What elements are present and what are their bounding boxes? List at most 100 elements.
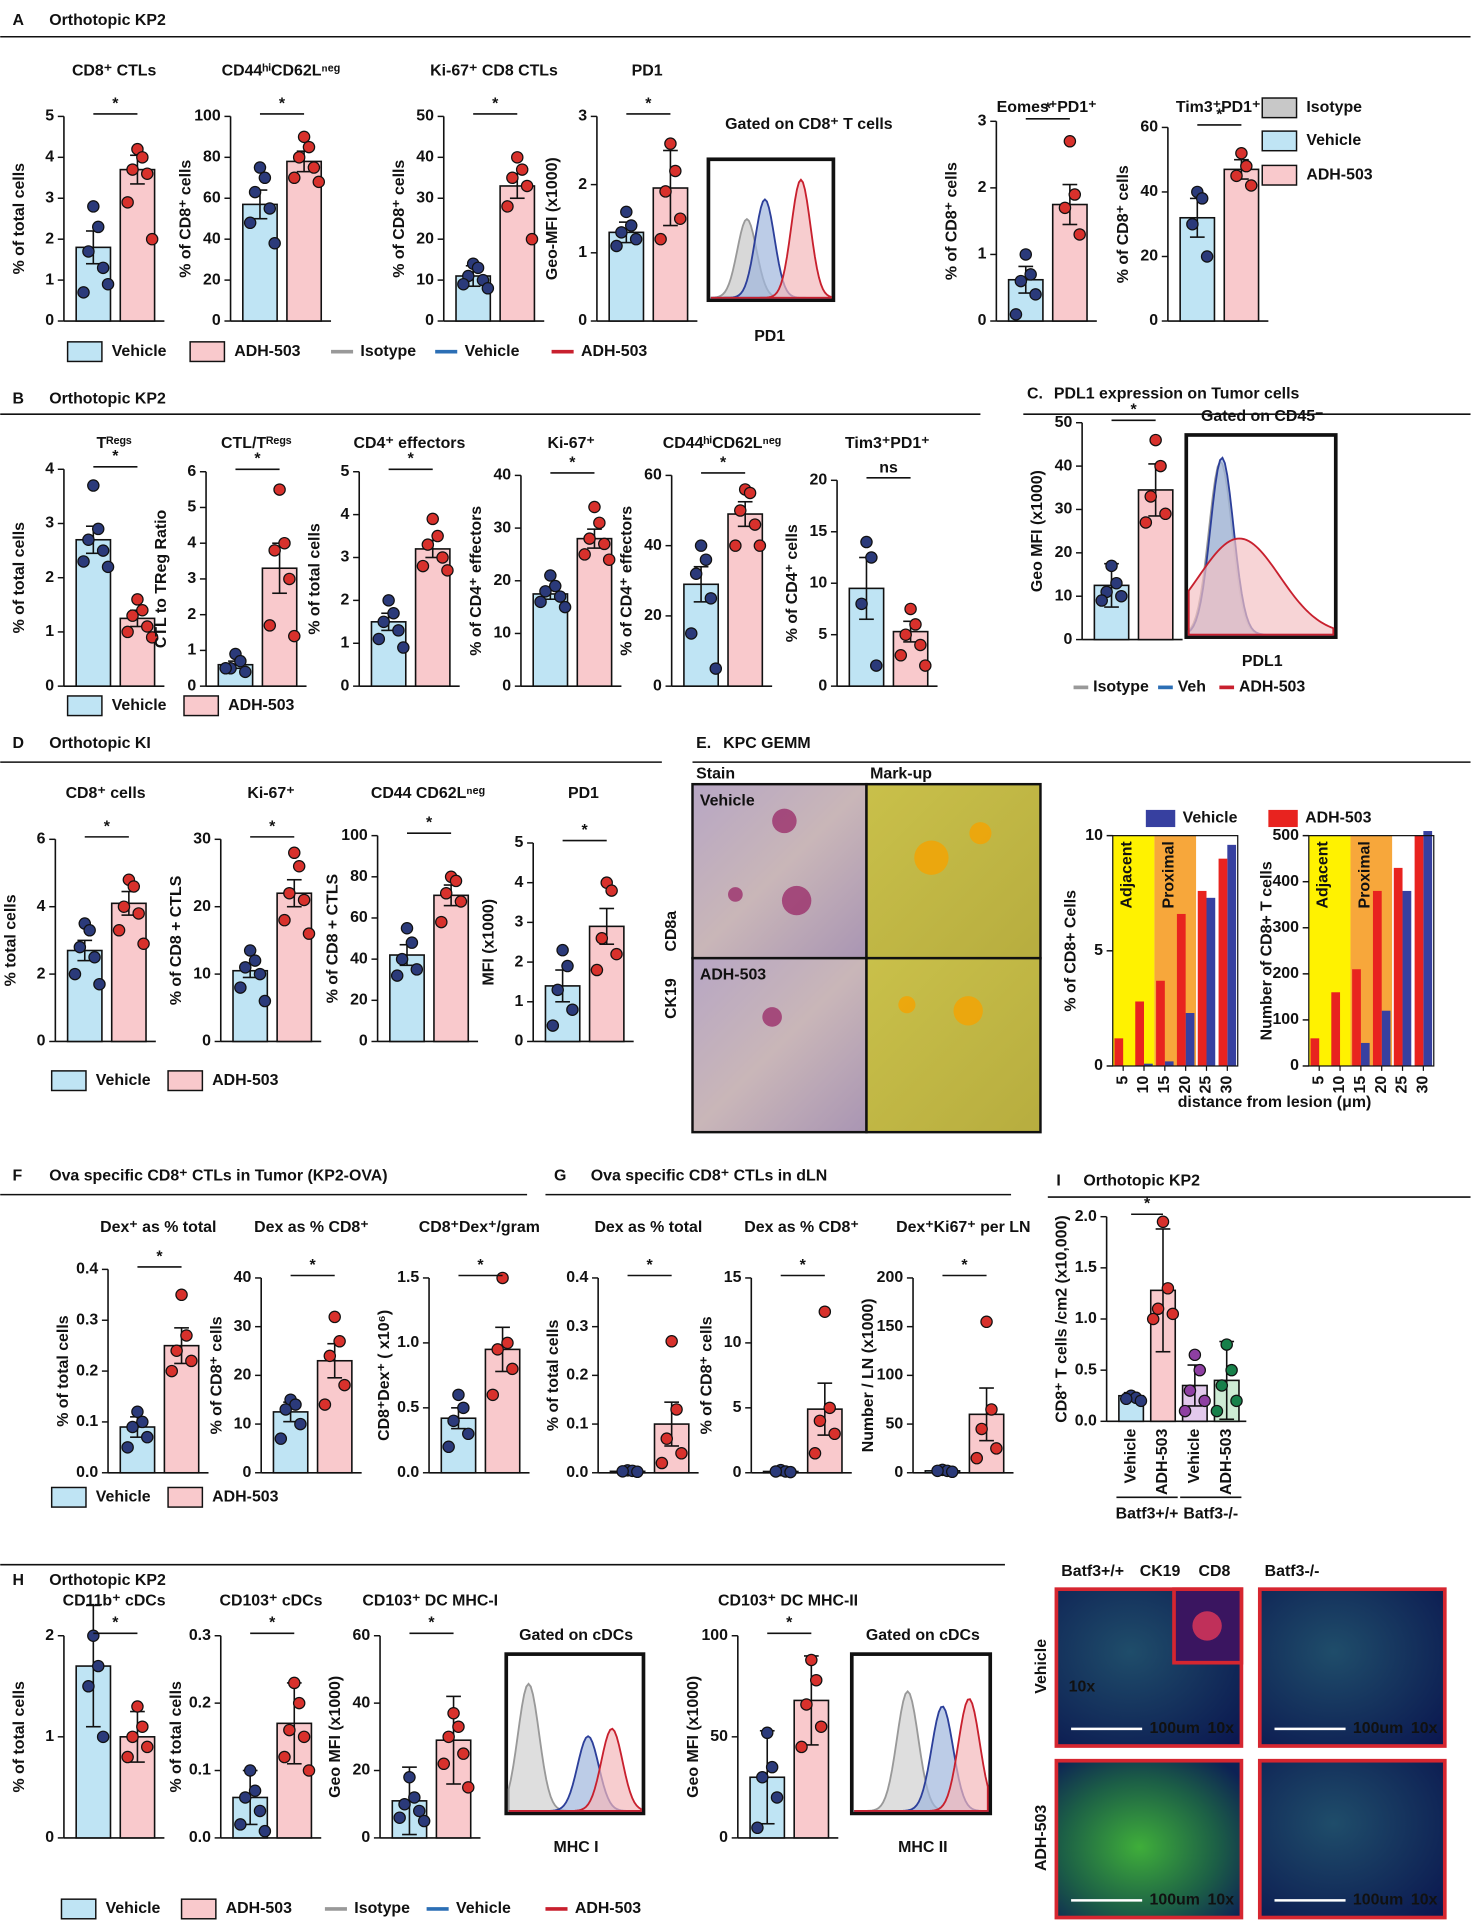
data-point (137, 937, 150, 951)
section-title: Ova specific CD8⁺ CTLs in dLN (591, 1167, 827, 1184)
y-tick-label: 0.4 (76, 1261, 98, 1278)
data-point (323, 1349, 337, 1363)
data-point (91, 522, 105, 536)
data-point (553, 590, 567, 603)
section-letter: C. (1027, 386, 1043, 403)
data-point (709, 662, 723, 675)
data-point (583, 532, 596, 545)
y-tick-label: 60 (644, 467, 662, 484)
y-tick-label: 50 (886, 1415, 904, 1432)
stain-label: CK19 (1140, 1563, 1181, 1580)
flow-x-label: MHC I (554, 1839, 599, 1856)
data-point (180, 1329, 193, 1342)
data-point (140, 620, 154, 633)
y-tick-label: 1 (515, 993, 524, 1010)
data-point (765, 1760, 779, 1774)
legend-label: Vehicle (112, 697, 167, 714)
stain-label: CD8a (663, 911, 680, 952)
data-point (743, 486, 757, 500)
y-tick-label: 4 (187, 534, 196, 551)
y-axis-label: % of CD8⁺ cells (943, 162, 960, 280)
data-point (253, 967, 267, 981)
x-tick-label: 10 (1331, 1076, 1348, 1094)
data-point (865, 551, 878, 564)
bar (1144, 1063, 1153, 1066)
y-tick-label: 0.3 (189, 1627, 211, 1644)
data-point (96, 544, 110, 557)
significance-label: * (477, 1257, 484, 1274)
data-point (491, 1343, 504, 1356)
flow-title: Gated on cDCs (519, 1627, 633, 1644)
data-point (699, 553, 713, 566)
legend-label: Vehicle (1306, 132, 1361, 149)
y-tick-label: 20 (493, 572, 511, 589)
y-axis-label: Geo MFI (x1000) (1029, 470, 1046, 592)
data-point (263, 202, 277, 215)
data-point (288, 629, 301, 643)
y-tick-label: 5 (45, 108, 54, 125)
data-point (904, 602, 917, 616)
y-axis-label: % of CD4⁺ effectors (468, 506, 485, 656)
stain-label: CD8 (1199, 1563, 1231, 1580)
data-point (136, 151, 149, 164)
zone-label: Adjacent (1119, 841, 1136, 909)
y-tick-label: 0 (187, 677, 196, 694)
data-point (403, 1771, 416, 1784)
y-tick-label: 20 (810, 472, 828, 489)
data-point (855, 597, 868, 611)
data-point (87, 200, 100, 213)
data-point (274, 1432, 288, 1445)
data-point (734, 504, 747, 517)
panel-title: Dex⁺Ki67⁺ per LN (896, 1219, 1030, 1236)
data-point (631, 1465, 644, 1479)
y-tick-label: 3 (45, 189, 54, 206)
data-point (805, 1653, 818, 1667)
data-point (593, 516, 606, 530)
data-point (338, 1378, 351, 1392)
data-point (278, 536, 291, 550)
y-tick-label: 40 (1055, 457, 1073, 474)
y-tick-label: 20 (350, 992, 368, 1009)
significance-label: * (492, 95, 499, 112)
y-axis-label: % of total cells (55, 1315, 72, 1427)
data-point (170, 1344, 183, 1357)
data-point (288, 1676, 301, 1690)
bar (119, 168, 156, 322)
data-point (945, 1465, 959, 1479)
bar (1185, 1013, 1195, 1066)
panel-title: Dex as % total (594, 1219, 702, 1236)
significance-label: * (961, 1257, 968, 1274)
data-point (258, 171, 272, 185)
image-column-label: Batf3-/- (1265, 1563, 1320, 1580)
y-axis-label: % of CD8⁺ cells (1115, 165, 1132, 283)
data-point (333, 1335, 346, 1348)
panel-title: Dex as % CD8⁺ (744, 1219, 859, 1236)
data-point (610, 947, 623, 961)
y-tick-label: 100 (877, 1367, 904, 1384)
significance-label: * (254, 451, 261, 468)
stain-label: CK19 (663, 978, 680, 1019)
significance-label: * (720, 454, 727, 471)
y-tick-label: 60 (1140, 119, 1158, 136)
data-point (447, 1414, 460, 1428)
y-tick-label: 4 (341, 506, 350, 523)
micrograph (1257, 1758, 1447, 1920)
data-point (598, 537, 611, 551)
data-point (131, 1700, 144, 1713)
legend-label: Veh (1178, 679, 1206, 696)
data-point (1105, 559, 1118, 573)
data-point (449, 874, 463, 888)
data-point (292, 860, 306, 873)
section-title: Orthotopic KI (49, 735, 151, 752)
data-point (1058, 201, 1072, 215)
micrograph (865, 782, 1042, 960)
bar (1176, 913, 1186, 1066)
data-point (1014, 274, 1028, 288)
data-point (471, 261, 485, 275)
data-point (1166, 1307, 1180, 1321)
significance-label: * (104, 818, 111, 835)
data-point (544, 569, 557, 582)
data-point (654, 232, 667, 246)
bar (110, 902, 147, 1043)
